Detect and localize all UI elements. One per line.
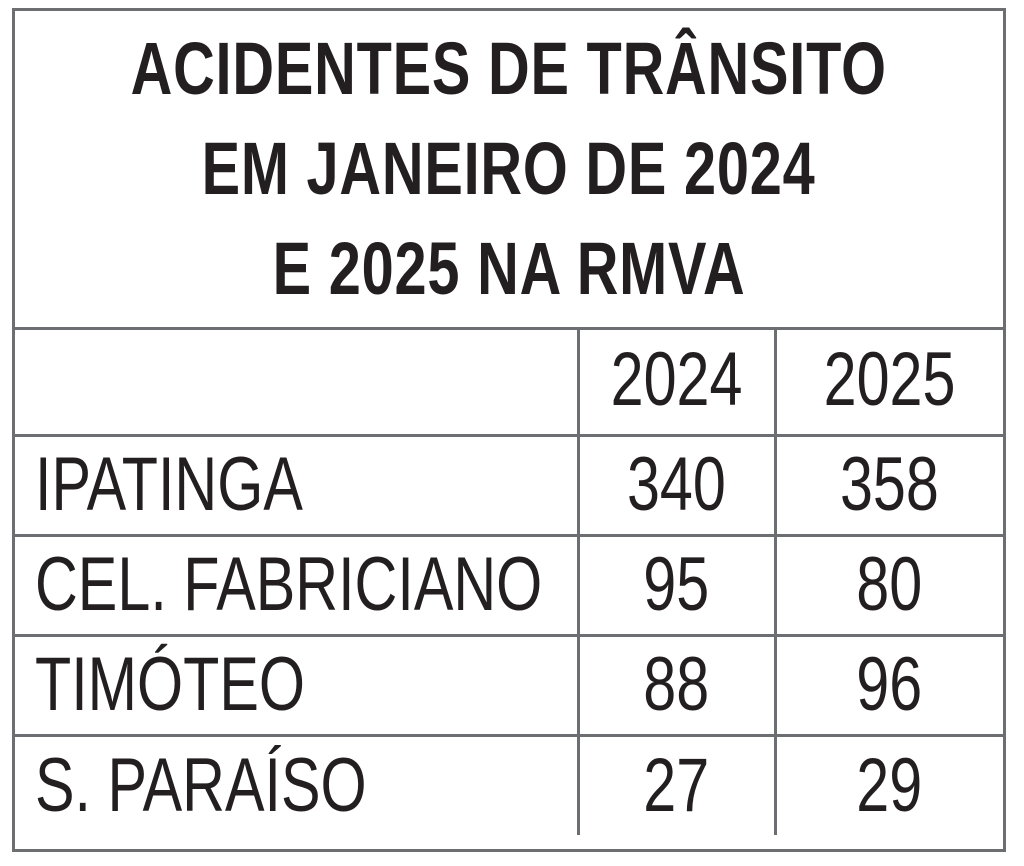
value-2024: 340 bbox=[627, 442, 726, 527]
title-line-2: EM JANEIRO DE 2024 bbox=[202, 127, 816, 210]
row-name-cell: TIMÓTEO bbox=[15, 633, 578, 735]
header-empty-cell bbox=[15, 327, 578, 435]
value-2025: 80 bbox=[856, 542, 923, 627]
value-cell: 29 bbox=[773, 733, 1003, 835]
row-name: TIMÓTEO bbox=[35, 642, 306, 727]
value-cell: 96 bbox=[773, 633, 1003, 735]
value-cell: 88 bbox=[576, 633, 775, 735]
table-row: IPATINGA 340 358 bbox=[15, 433, 1003, 535]
row-name: S. PARAÍSO bbox=[35, 742, 367, 828]
row-name-cell: S. PARAÍSO bbox=[15, 733, 578, 835]
column-header-2024: 2024 bbox=[576, 327, 775, 435]
value-cell: 27 bbox=[576, 733, 775, 835]
table-title: ACIDENTES DE TRÂNSITO EM JANEIRO DE 2024… bbox=[15, 11, 1003, 330]
title-line-1: ACIDENTES DE TRÂNSITO bbox=[130, 27, 888, 110]
value-2025: 96 bbox=[856, 642, 923, 727]
column-header-2025: 2025 bbox=[773, 327, 1003, 435]
title-line-3: E 2025 NA RMVA bbox=[272, 227, 746, 310]
value-2025: 29 bbox=[856, 742, 923, 828]
table-row: CEL. FABRICIANO 95 80 bbox=[15, 533, 1003, 635]
value-2024: 27 bbox=[643, 742, 710, 828]
value-cell: 340 bbox=[576, 433, 775, 535]
value-2025: 358 bbox=[840, 442, 940, 527]
value-2024: 95 bbox=[643, 542, 710, 627]
table-frame: ACIDENTES DE TRÂNSITO EM JANEIRO DE 2024… bbox=[12, 8, 1006, 852]
value-2024: 88 bbox=[643, 642, 710, 727]
data-table: 2024 2025 IPATINGA 340 358 CEL. FABRICIA… bbox=[15, 327, 1003, 835]
row-name: IPATINGA bbox=[35, 442, 303, 527]
row-name-cell: CEL. FABRICIANO bbox=[15, 533, 578, 635]
column-header-label: 2025 bbox=[823, 337, 956, 423]
row-name-cell: IPATINGA bbox=[15, 433, 578, 535]
column-header-label: 2024 bbox=[610, 337, 743, 423]
table-row: S. PARAÍSO 27 29 bbox=[15, 733, 1003, 835]
value-cell: 358 bbox=[773, 433, 1003, 535]
row-name: CEL. FABRICIANO bbox=[35, 542, 543, 627]
table-row: TIMÓTEO 88 96 bbox=[15, 633, 1003, 735]
value-cell: 80 bbox=[773, 533, 1003, 635]
header-row: 2024 2025 bbox=[15, 327, 1003, 435]
value-cell: 95 bbox=[576, 533, 775, 635]
